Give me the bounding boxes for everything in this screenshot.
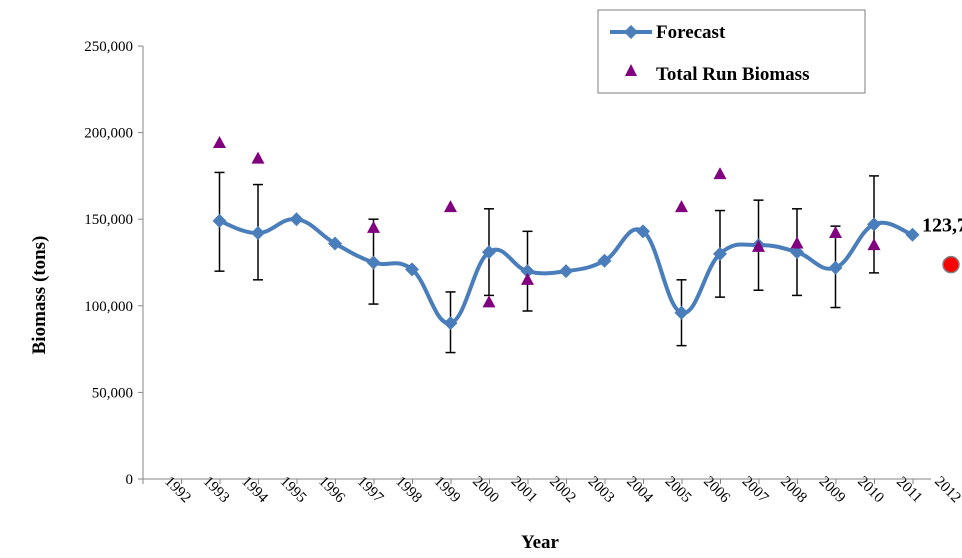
y-tick-label: 200,000 <box>84 126 133 142</box>
x-tick-label: 1996 <box>315 474 348 507</box>
total-run-biomass-point <box>251 151 265 164</box>
x-tick-label: 2004 <box>623 474 656 507</box>
x-tick-label: 1998 <box>392 474 425 507</box>
forecast-point <box>212 213 227 228</box>
x-tick-label: 2010 <box>854 474 887 507</box>
y-tick-label: 100,000 <box>84 299 133 315</box>
forecast-point <box>790 245 804 260</box>
total-run-biomass-markers <box>213 135 881 308</box>
x-tick-label: 2000 <box>469 474 502 507</box>
x-tick-label: 2003 <box>585 474 618 507</box>
x-tick-label: 1994 <box>238 474 271 507</box>
x-tick-label: 1992 <box>161 474 194 507</box>
y-axis-ticks: 0 50,000 100,000 150,000 200,000 250,000 <box>84 39 143 488</box>
total-run-biomass-point <box>675 200 688 213</box>
forecast-point <box>289 212 304 227</box>
forecast-2012-group: 123,745 <box>922 215 962 274</box>
total-run-biomass-point <box>867 238 881 251</box>
forecast-point <box>828 260 843 275</box>
total-run-biomass-point <box>367 220 380 233</box>
total-run-biomass-point <box>790 236 804 249</box>
x-tick-label: 2006 <box>700 474 733 507</box>
x-axis-ticks: 1992 1993 1994 1995 1996 1997 1998 1999 2000 2001… <box>142 474 962 507</box>
x-tick-label: 1997 <box>354 474 387 507</box>
x-tick-label: 2001 <box>508 474 541 507</box>
total-run-biomass-point <box>482 295 496 308</box>
forecast-point <box>405 262 419 277</box>
x-tick-label: 2007 <box>739 474 772 507</box>
x-tick-label: 2002 <box>546 474 579 507</box>
total-run-biomass-point <box>829 226 842 239</box>
forecast-2012-label: 123,745 <box>922 215 962 237</box>
legend-triangle-marker <box>625 64 637 76</box>
x-axis-title: Year <box>521 532 560 553</box>
legend-forecast-diamond <box>624 25 638 39</box>
forecast-point <box>366 255 381 270</box>
legend-total-run-label: Total Run Biomass <box>656 64 809 85</box>
legend-box <box>597 9 866 94</box>
total-run-biomass-point <box>521 272 534 285</box>
x-tick-label: 2008 <box>777 474 810 507</box>
forecast-point <box>713 246 727 261</box>
forecast-point <box>636 224 650 239</box>
forecast-point <box>520 264 535 279</box>
legend: Forecast Total Run Biomass <box>597 9 866 94</box>
x-tick-label: 1995 <box>277 474 310 507</box>
legend-forecast-label: Forecast <box>656 22 726 43</box>
y-tick-label: 50,000 <box>92 385 133 401</box>
error-bars <box>214 171 879 354</box>
x-tick-label: 2005 <box>662 474 695 507</box>
y-tick-label: 0 <box>126 472 134 488</box>
y-tick-label: 250,000 <box>84 39 133 55</box>
forecast-point <box>867 217 881 232</box>
y-tick-label: 150,000 <box>84 212 133 228</box>
total-run-biomass-point <box>444 200 457 213</box>
total-run-biomass-point <box>752 239 765 252</box>
x-tick-label: 1999 <box>431 474 464 507</box>
y-axis-title: Biomass (tons) <box>29 236 50 355</box>
total-run-biomass-point <box>213 135 226 148</box>
forecast-point <box>905 227 920 242</box>
forecast-point <box>251 226 265 241</box>
forecast-point <box>443 316 458 331</box>
forecast-point <box>482 245 496 260</box>
total-run-biomass-point <box>713 167 727 180</box>
forecast-point <box>559 264 573 279</box>
forecast-point <box>674 305 689 320</box>
forecast-2012-point <box>942 255 960 274</box>
x-tick-label: 2009 <box>816 474 849 507</box>
forecast-point <box>328 236 342 251</box>
x-tick-label: 1993 <box>200 474 233 507</box>
chart-axes <box>142 46 931 480</box>
x-tick-label: 2012 <box>931 474 962 507</box>
forecast-point <box>597 253 612 268</box>
forecast-markers <box>212 212 920 331</box>
